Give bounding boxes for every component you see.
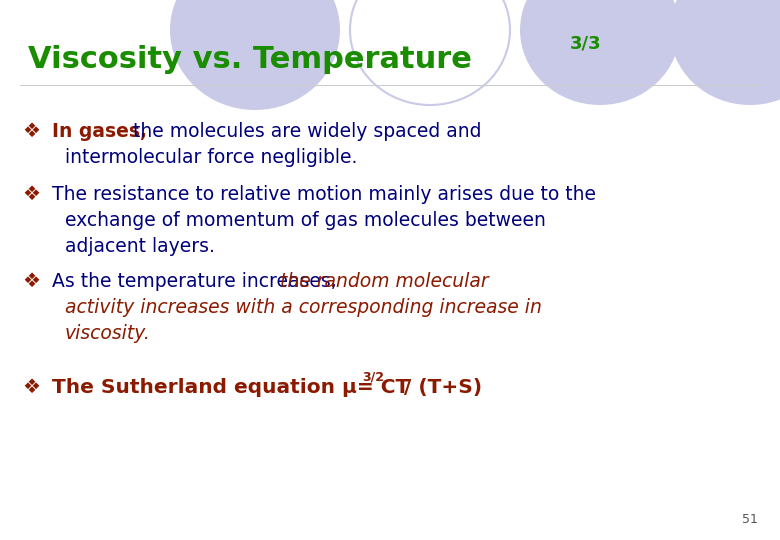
Text: 51: 51 — [742, 513, 758, 526]
Text: ❖: ❖ — [22, 185, 40, 204]
Text: ❖: ❖ — [22, 122, 40, 141]
Text: Viscosity vs. Temperature: Viscosity vs. Temperature — [28, 45, 472, 75]
Text: As the temperature increases,: As the temperature increases, — [52, 272, 337, 291]
Text: exchange of momentum of gas molecules between: exchange of momentum of gas molecules be… — [65, 211, 546, 230]
Text: In gases,: In gases, — [52, 122, 147, 141]
Text: the random molecular: the random molecular — [274, 272, 488, 291]
Text: 3/2: 3/2 — [362, 370, 384, 383]
Text: The Sutherland equation μ= CT: The Sutherland equation μ= CT — [52, 378, 410, 397]
Text: activity increases with a corresponding increase in: activity increases with a corresponding … — [65, 298, 542, 317]
Ellipse shape — [170, 0, 340, 110]
Text: viscosity.: viscosity. — [65, 324, 151, 343]
Text: The resistance to relative motion mainly arises due to the: The resistance to relative motion mainly… — [52, 185, 596, 204]
Text: adjacent layers.: adjacent layers. — [65, 237, 214, 256]
Text: intermolecular force negligible.: intermolecular force negligible. — [65, 148, 357, 167]
Ellipse shape — [350, 0, 510, 105]
Ellipse shape — [520, 0, 680, 105]
Text: 3/3: 3/3 — [570, 34, 601, 52]
Ellipse shape — [670, 0, 780, 105]
Text: / (T+S): / (T+S) — [397, 378, 482, 397]
Text: the molecules are widely spaced and: the molecules are widely spaced and — [127, 122, 481, 141]
Text: ❖: ❖ — [22, 272, 40, 291]
Text: ❖: ❖ — [22, 378, 40, 397]
